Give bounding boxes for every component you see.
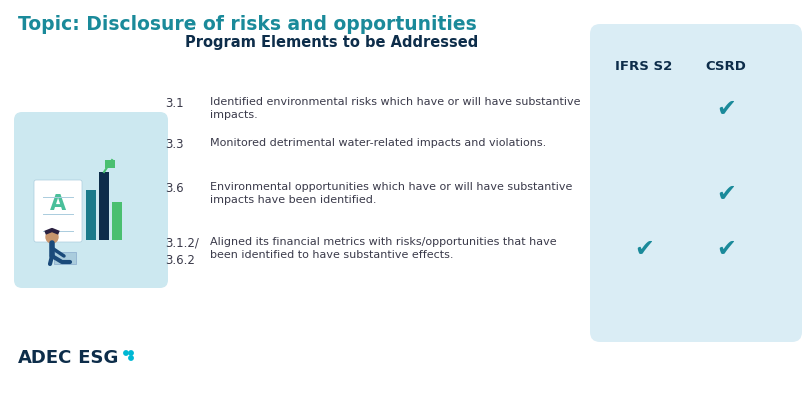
- FancyBboxPatch shape: [34, 180, 82, 242]
- Text: ✔: ✔: [634, 237, 654, 261]
- Text: 3.1.2/
3.6.2: 3.1.2/ 3.6.2: [165, 237, 199, 267]
- Text: 3.3: 3.3: [165, 138, 184, 151]
- Text: A: A: [50, 194, 66, 214]
- Text: ADEC: ADEC: [18, 349, 72, 367]
- Text: ESG: ESG: [72, 349, 118, 367]
- Bar: [54, 252, 76, 264]
- Text: Topic: Disclosure of risks and opportunities: Topic: Disclosure of risks and opportuni…: [18, 15, 477, 34]
- Text: Identified environmental risks which have or will have substantive
impacts.: Identified environmental risks which hav…: [210, 97, 581, 120]
- Bar: [112, 202, 122, 240]
- Text: 3.6: 3.6: [165, 182, 184, 195]
- Text: IFRS S2: IFRS S2: [616, 60, 672, 73]
- Text: ✔: ✔: [716, 237, 735, 261]
- Bar: [105, 160, 115, 168]
- Circle shape: [124, 351, 128, 355]
- FancyBboxPatch shape: [590, 24, 802, 342]
- Text: ✔: ✔: [716, 182, 735, 206]
- FancyBboxPatch shape: [14, 112, 168, 288]
- Text: Aligned its financial metrics with risks/opportunities that have
been identified: Aligned its financial metrics with risks…: [210, 237, 556, 260]
- Text: CSRD: CSRD: [706, 60, 747, 73]
- Text: 3.1: 3.1: [165, 97, 184, 110]
- Circle shape: [46, 231, 58, 243]
- Text: ✔: ✔: [716, 97, 735, 121]
- Bar: [86, 190, 96, 240]
- Text: Environmental opportunities which have or will have substantive
impacts have bee: Environmental opportunities which have o…: [210, 182, 573, 205]
- Text: Program Elements to be Addressed: Program Elements to be Addressed: [185, 35, 478, 50]
- Bar: [99, 172, 109, 240]
- Text: Monitored detrimental water-related impacts and violations.: Monitored detrimental water-related impa…: [210, 138, 546, 148]
- Circle shape: [129, 356, 133, 360]
- Circle shape: [129, 351, 133, 355]
